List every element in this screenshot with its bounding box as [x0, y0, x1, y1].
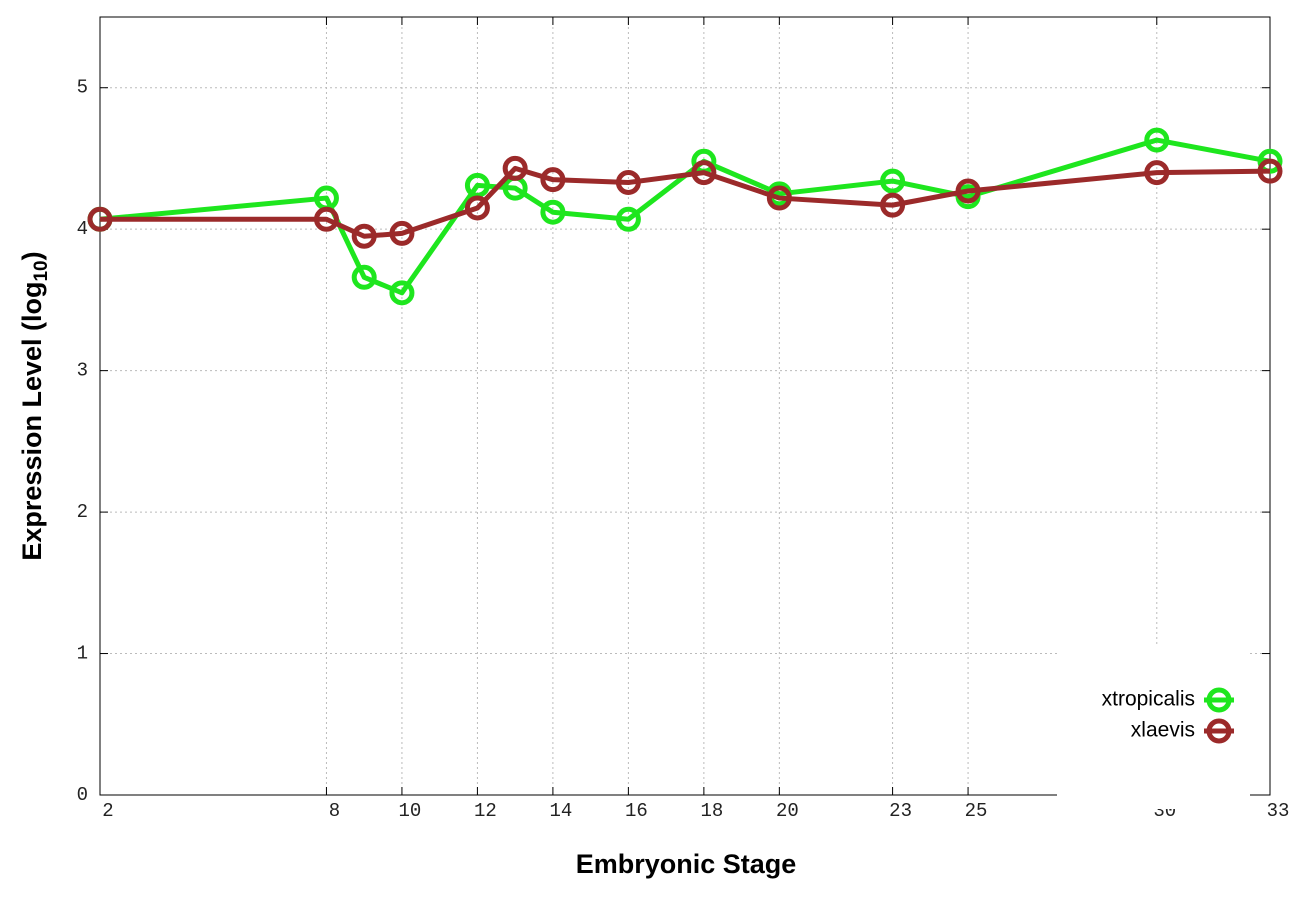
- y-axis-label-end: ): [17, 251, 47, 260]
- x-tick-label: 23: [889, 800, 912, 822]
- y-axis-label-main: Expression Level (log: [17, 282, 47, 561]
- data-point: [540, 167, 566, 193]
- y-axis-label-subscript: 10: [31, 260, 52, 281]
- data-point: [615, 170, 641, 196]
- data-point: [1257, 158, 1283, 184]
- x-tick-label: 2: [102, 800, 113, 822]
- legend-marker: [1206, 687, 1232, 713]
- x-tick-label: 20: [776, 800, 799, 822]
- data-point: [540, 199, 566, 225]
- y-tick-label: 4: [77, 218, 88, 240]
- series-line: [100, 165, 1271, 239]
- plot-frame: [99, 16, 1271, 796]
- x-tick-label: 18: [700, 800, 723, 822]
- x-tick-label: 8: [329, 800, 340, 822]
- data-point: [955, 178, 981, 204]
- data-point: [766, 185, 792, 211]
- x-tick-label: 14: [549, 800, 572, 822]
- data-point: [351, 223, 377, 249]
- x-tick-label: 16: [625, 800, 648, 822]
- data-point: [313, 206, 339, 232]
- x-tick-label: 25: [965, 800, 988, 822]
- x-tick-label: 10: [399, 800, 422, 822]
- data-point: [691, 160, 717, 186]
- data-point: [1144, 160, 1170, 186]
- x-axis-label: Embryonic Stage: [576, 849, 797, 879]
- y-tick-label: 0: [77, 784, 88, 806]
- data-point: [87, 206, 113, 232]
- y-tick-label: 1: [77, 643, 88, 665]
- legend-label: xtropicalis: [1102, 688, 1195, 711]
- y-tick-label: 3: [77, 360, 88, 382]
- data-point: [464, 172, 490, 198]
- x-tick-label: 12: [474, 800, 497, 822]
- legend-background: [1057, 645, 1250, 809]
- x-tick-label: 33: [1267, 800, 1290, 822]
- data-point: [389, 220, 415, 246]
- data-point: [615, 206, 641, 232]
- data-point: [880, 192, 906, 218]
- data-point: [1144, 127, 1170, 153]
- y-tick-label: 5: [77, 77, 88, 99]
- data-point: [880, 168, 906, 194]
- y-axis-label: Expression Level (log10): [17, 251, 52, 560]
- series-line: [99, 137, 1271, 296]
- data-point: [389, 280, 415, 306]
- legend-label: xlaevis: [1131, 719, 1195, 742]
- data-point: [464, 195, 490, 221]
- y-tick-label: 2: [77, 501, 88, 523]
- legend-marker: [1206, 718, 1232, 744]
- data-point: [502, 155, 528, 181]
- data-point: [351, 264, 377, 290]
